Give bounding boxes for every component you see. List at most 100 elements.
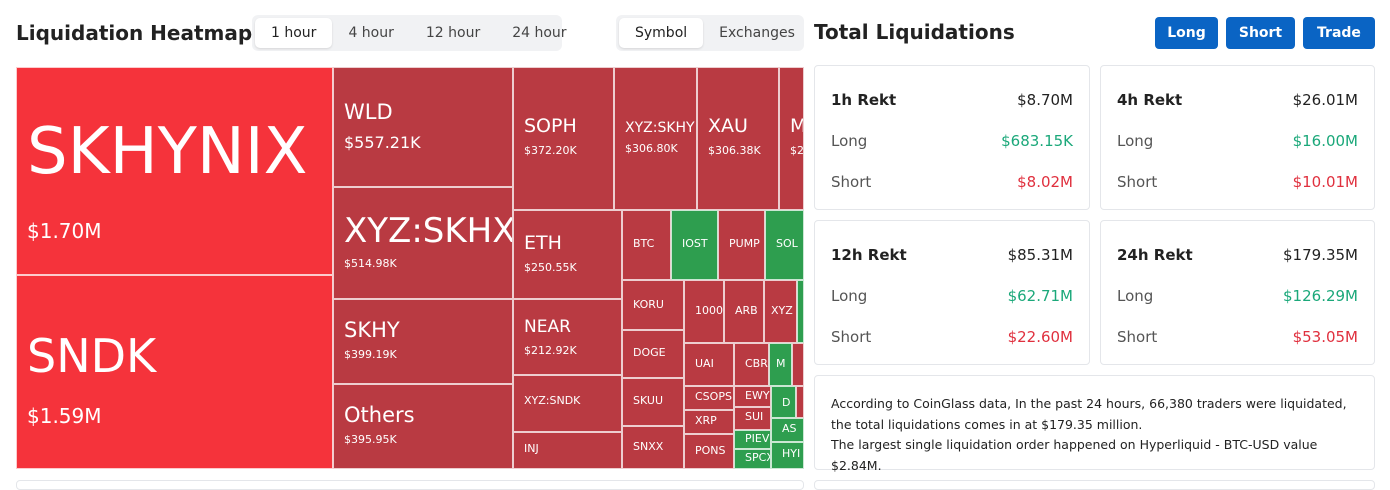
heatmap-tile[interactable]: ARB [724, 280, 764, 343]
heatmap-tile[interactable]: ETH $250.55K [513, 210, 622, 299]
tile-value: $2 [790, 143, 804, 157]
heatmap-tile[interactable]: SKUU [622, 378, 684, 426]
tile-symbol: SKHYNIX [27, 115, 308, 189]
tile-value: $1.59M [27, 403, 102, 428]
tile-symbol: XYZ:SNDK [524, 394, 581, 407]
short-value: $8.02M [1017, 173, 1073, 191]
short-button[interactable]: Short [1226, 17, 1295, 49]
tile-symbol: KORU [633, 298, 664, 311]
heatmap-tile[interactable]: HYI [771, 442, 804, 469]
heatmap-tile[interactable]: XYZ:SKHX $514.98K [333, 187, 513, 299]
short-label: Short [1117, 328, 1158, 346]
group-selector: Symbol Exchanges [616, 15, 804, 51]
tab-exchanges[interactable]: Exchanges [719, 25, 795, 41]
heatmap-tile[interactable]: WLD $557.21K [333, 67, 513, 187]
tile-value: $372.20K [524, 143, 577, 157]
heatmap-tile[interactable]: CBR [734, 343, 769, 386]
heatmap-tile[interactable]: XYZ [764, 280, 797, 343]
tab-4-hour[interactable]: 4 hour [348, 25, 394, 41]
heatmap-tile[interactable]: SUI [734, 407, 771, 430]
long-label: Long [831, 132, 868, 150]
heatmap-tile[interactable]: PIEVE [734, 430, 771, 449]
card-total: $26.01M [1292, 91, 1358, 109]
tile-value: $250.55K [524, 260, 577, 274]
heatmap-tile[interactable]: NEAR $212.92K [513, 299, 622, 375]
tile-symbol: CBR [745, 357, 768, 370]
short-label: Short [1117, 173, 1158, 191]
heatmap-tile[interactable]: XRP [684, 410, 734, 434]
short-value: $10.01M [1292, 173, 1358, 191]
tile-symbol: EWY [745, 389, 770, 402]
long-value: $683.15K [1001, 132, 1073, 150]
heatmap-tile[interactable]: XAU $306.38K [697, 67, 779, 210]
heatmap-tile[interactable]: M $2 [779, 67, 804, 210]
tile-symbol: Others [344, 403, 415, 427]
card-total: $179.35M [1283, 246, 1358, 264]
tile-symbol: SNXX [633, 440, 664, 453]
tile-value: $306.38K [708, 143, 761, 157]
heatmap-tile[interactable]: XYZ:SKHY $306.80K [614, 67, 697, 210]
tile-value: $1.70M [27, 218, 102, 243]
heatmap-tile[interactable]: D [771, 386, 796, 418]
tile-symbol: WLD [344, 100, 393, 124]
heatmap-tile[interactable] [792, 343, 804, 386]
tab-24-hour[interactable]: 24 hour [512, 25, 567, 41]
tile-symbol: SUI [745, 410, 764, 423]
heatmap-tile[interactable]: AS [771, 418, 804, 442]
long-label: Long [1117, 287, 1154, 305]
rekt-card-24h: 24h Rekt $179.35M Long $126.29M Short $53.0… [1100, 220, 1375, 365]
heatmap-tile[interactable]: SPCX [734, 449, 771, 469]
tile-symbol: M [776, 357, 786, 370]
heatmap-tile[interactable]: SOL [765, 210, 804, 280]
card-title: 4h Rekt [1117, 91, 1183, 109]
long-label: Long [831, 287, 868, 305]
tile-symbol: XYZ:SKHX [344, 211, 513, 251]
heatmap-tile[interactable] [796, 386, 804, 418]
heatmap-tile[interactable]: EWY [734, 386, 771, 407]
heatmap-tile[interactable]: PUMP [718, 210, 765, 280]
short-label: Short [831, 173, 872, 191]
heatmap-tile[interactable]: BTC [622, 210, 671, 280]
heatmap-tile[interactable]: SKHYNIX $1.70M [16, 67, 333, 275]
tile-symbol: BTC [633, 237, 655, 250]
heatmap-tile[interactable]: M [769, 343, 792, 386]
heatmap-tile[interactable]: UAI [684, 343, 734, 386]
summary-line-2: The largest single liquidation order hap… [831, 437, 1318, 473]
tile-symbol: PIEVE [745, 432, 770, 445]
long-button[interactable]: Long [1155, 17, 1218, 49]
heatmap-tile[interactable]: XYZ:SNDK [513, 375, 622, 432]
tile-symbol: M [780, 115, 803, 138]
heatmap-tile[interactable]: DOGE [622, 330, 684, 378]
tab-symbol[interactable]: Symbol [619, 18, 704, 48]
tile-value: $212.92K [524, 343, 577, 357]
tile-symbol: PUMP [729, 237, 760, 250]
tab-12-hour[interactable]: 12 hour [425, 25, 481, 41]
tab-1-hour[interactable]: 1 hour [255, 18, 333, 48]
heatmap-tile[interactable]: SNXX [622, 426, 684, 469]
heatmap-tile[interactable]: INJ [513, 432, 622, 469]
tile-symbol: SOL [776, 237, 798, 250]
liquidation-summary: According to CoinGlass data, In the past… [814, 375, 1375, 473]
long-value: $62.71M [1007, 287, 1073, 305]
heatmap-tile[interactable] [797, 280, 804, 343]
heatmap-tile[interactable]: CSOPS [684, 386, 734, 410]
tile-symbol: NEAR [524, 317, 571, 337]
long-value: $126.29M [1283, 287, 1358, 305]
next-panel-edge [16, 480, 804, 490]
tile-symbol: IOST [682, 237, 708, 250]
heatmap-tile[interactable]: KORU [622, 280, 684, 330]
card-total: $8.70M [1017, 91, 1073, 109]
rekt-card-1h: 1h Rekt $8.70M Long $683.15K Short $8.02M [814, 65, 1090, 210]
heatmap-tile[interactable]: 1000B [684, 280, 724, 343]
heatmap-tile[interactable]: SOPH $372.20K [513, 67, 614, 210]
tile-symbol: SPCX [745, 451, 771, 464]
tile-symbol: SKHY [344, 318, 400, 342]
heatmap-tile[interactable]: IOST [671, 210, 718, 280]
heatmap-tile[interactable]: PONS [684, 434, 734, 469]
heatmap-tile[interactable]: SNDK $1.59M [16, 275, 333, 469]
trade-button[interactable]: Trade [1303, 17, 1375, 49]
heatmap-tile[interactable]: SKHY $399.19K [333, 299, 513, 384]
tile-symbol: AS [782, 422, 797, 435]
heatmap-tile[interactable]: Others $395.95K [333, 384, 513, 469]
tile-symbol: SKUU [633, 394, 664, 407]
